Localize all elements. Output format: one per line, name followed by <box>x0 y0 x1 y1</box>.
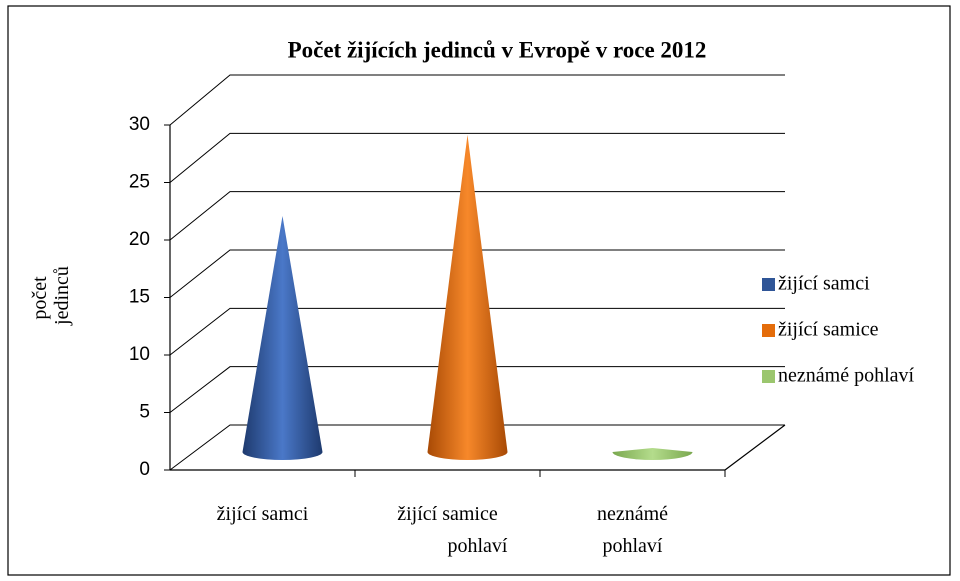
legend-label: neznámé pohlaví <box>778 365 914 387</box>
grid-line <box>169 424 785 471</box>
x-tick-label: žijící samice pohlaví <box>397 503 508 557</box>
grid-line <box>169 132 785 183</box>
y-tick-label: 30 <box>129 114 150 135</box>
cone <box>427 134 508 461</box>
y-tick-label: 0 <box>139 459 150 480</box>
y-tick-label: 5 <box>139 402 150 423</box>
grid-line <box>169 366 785 413</box>
grid-line <box>169 74 785 126</box>
x-tick-label: neznámé pohlaví <box>597 503 668 557</box>
grid-line <box>169 307 785 356</box>
frame <box>7 5 951 576</box>
cone <box>242 216 323 460</box>
chart-title: Počet žijících jedinců v Evropě v roce 2… <box>288 37 707 62</box>
cone <box>612 448 693 460</box>
y-tick-label: 10 <box>129 344 150 365</box>
legend-swatch <box>762 278 775 291</box>
x-tick-label: žijící samci <box>217 503 309 525</box>
y-tick-label: 15 <box>129 287 150 308</box>
legend-label: žijící samice <box>778 319 879 341</box>
legend-label: žijící samci <box>778 273 870 295</box>
legend-swatch <box>762 324 775 337</box>
legend-swatch <box>762 370 775 383</box>
y-tick-label: 25 <box>129 172 150 193</box>
grid-line <box>169 249 785 298</box>
y-axis-title: počet jedinců <box>29 266 73 330</box>
grid-line <box>169 191 785 241</box>
y-tick-label: 20 <box>129 229 150 250</box>
